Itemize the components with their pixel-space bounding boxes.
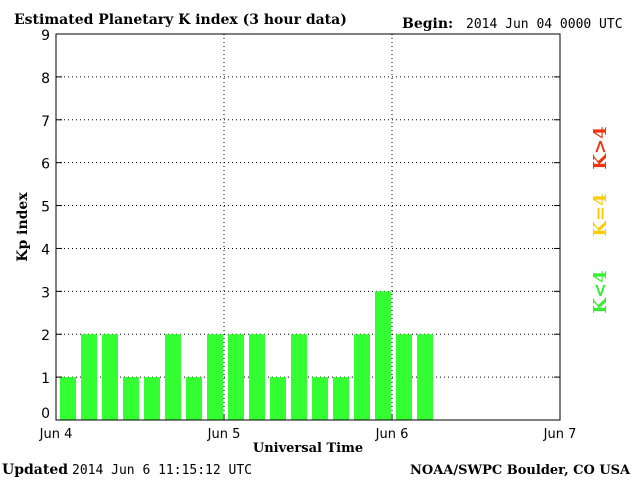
y-tick-label: 3 <box>41 285 50 301</box>
y-tick-label: 7 <box>41 114 50 130</box>
y-tick-label: 0 <box>41 406 50 422</box>
credit-text: NOAA/SWPC Boulder, CO USA <box>410 463 631 478</box>
y-tick-label: 6 <box>41 157 50 173</box>
y-tick-label: 1 <box>41 371 50 387</box>
x-axis: Jun 4 Jun 5 Jun 6 Jun 7 <box>39 414 577 442</box>
kp-bar <box>165 334 181 420</box>
legend-k-equals-4: K=4 <box>590 193 611 236</box>
kp-bar <box>207 334 223 420</box>
begin-value: 2014 Jun 04 0000 UTC <box>466 17 623 32</box>
begin-label: Begin: <box>402 16 453 32</box>
legend-k-above-4: K>4 <box>590 126 611 169</box>
kp-bar <box>60 377 76 420</box>
y-axis-label: Kp index <box>15 192 31 262</box>
kp-bar <box>291 334 307 420</box>
x-tick-label: Jun 5 <box>207 427 241 442</box>
y-axis: 0 1 2 3 4 5 6 7 8 9 <box>41 28 560 422</box>
y-tick-label: 5 <box>41 200 50 216</box>
kp-bar <box>270 377 286 420</box>
x-tick-label: Jun 6 <box>375 427 409 442</box>
grid <box>56 34 560 420</box>
y-tick-label: 8 <box>41 71 50 87</box>
kp-bar <box>396 334 412 420</box>
kp-bar <box>102 334 118 420</box>
kp-bar <box>249 334 265 420</box>
x-tick-label: Jun 4 <box>39 427 73 442</box>
plot-frame <box>55 33 561 421</box>
kp-bar <box>186 377 202 420</box>
kp-bar <box>81 334 97 420</box>
x-axis-label: Universal Time <box>253 441 363 456</box>
chart-title: Estimated Planetary K index (3 hour data… <box>14 12 347 28</box>
kp-bar <box>144 377 160 420</box>
updated-label: Updated <box>2 462 68 478</box>
bars <box>60 291 433 420</box>
kp-bar <box>354 334 370 420</box>
y-tick-label: 2 <box>41 328 50 344</box>
kp-bar <box>228 334 244 420</box>
x-tick-label: Jun 7 <box>543 427 577 442</box>
kp-bar <box>375 291 391 420</box>
legend-k-below-4: K<4 <box>590 270 611 313</box>
y-tick-label: 9 <box>41 28 50 44</box>
updated-value: 2014 Jun 6 11:15:12 UTC <box>72 463 252 478</box>
y-tick-label: 4 <box>41 242 50 258</box>
kp-bar <box>333 377 349 420</box>
kp-bar <box>417 334 433 420</box>
kp-bar <box>123 377 139 420</box>
kp-bar <box>312 377 328 420</box>
